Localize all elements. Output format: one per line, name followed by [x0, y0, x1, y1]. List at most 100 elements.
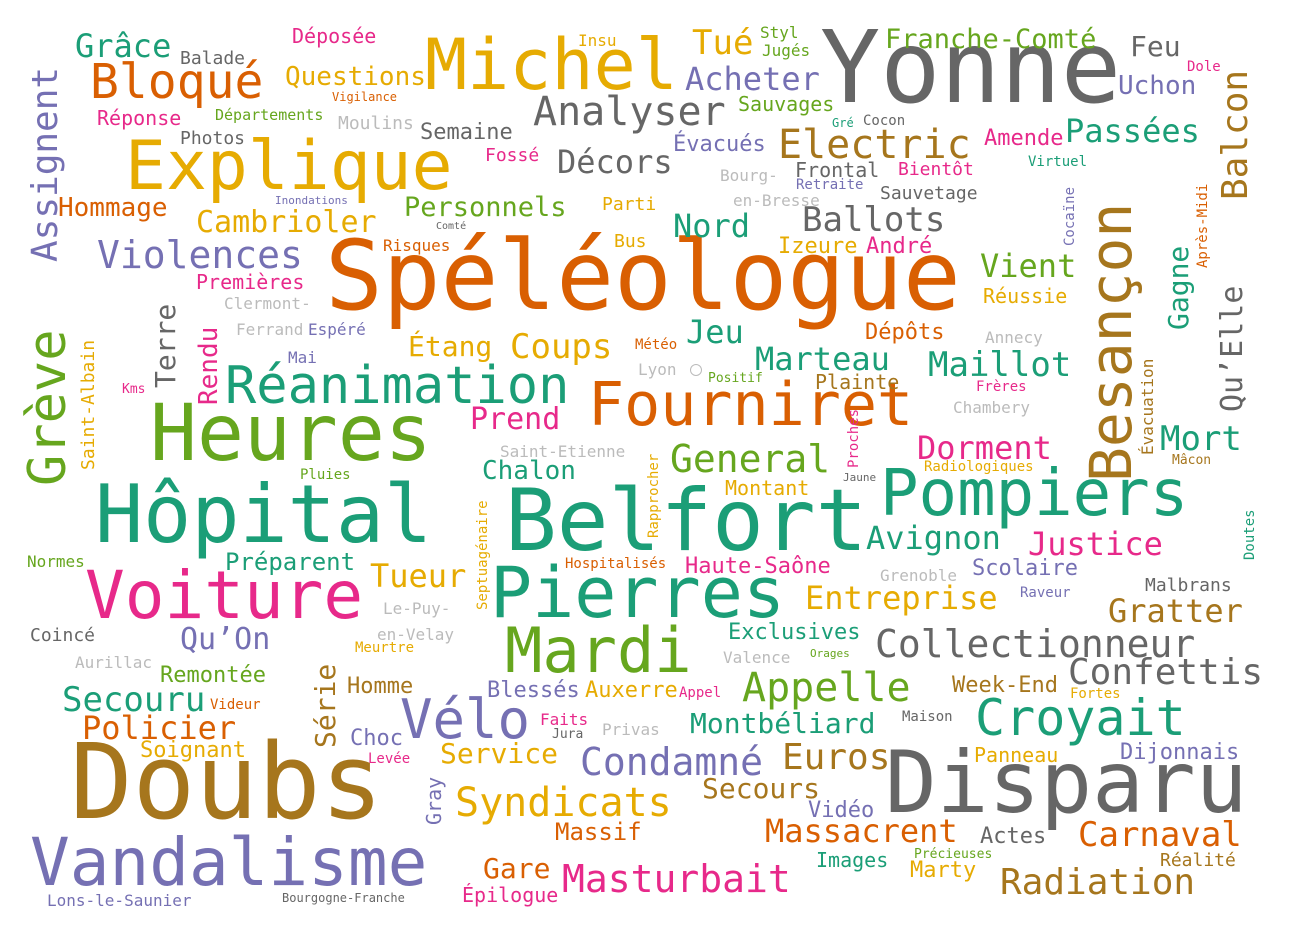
word: Nord: [673, 207, 751, 245]
word: Coups: [510, 327, 613, 367]
word: Valence: [723, 648, 791, 667]
word: Passées: [1065, 112, 1200, 150]
word: Massif: [555, 818, 642, 846]
word: Mâcon: [1172, 453, 1212, 468]
word: Sauvages: [738, 92, 835, 116]
circle-icon: [690, 364, 702, 376]
word: Gré: [832, 116, 854, 130]
word: Questions: [285, 62, 426, 92]
word: Syndicats: [455, 780, 672, 826]
word: Avignon: [866, 519, 1001, 557]
word: Vient: [980, 247, 1077, 285]
word: Saint-Albain: [78, 339, 99, 470]
word: Justice: [1028, 525, 1163, 563]
word: Décors: [557, 143, 673, 181]
word: Faits: [540, 710, 589, 729]
word: Analyser: [533, 89, 726, 135]
word: Chalon: [482, 456, 576, 486]
word: Remontée: [160, 663, 266, 688]
word: Ballots: [802, 200, 946, 240]
word: Pompiers: [880, 457, 1189, 531]
word: Gray: [422, 776, 446, 825]
word: Haute-Saône: [685, 554, 831, 579]
word: Dole: [1187, 59, 1221, 75]
word: Hospitalisés: [565, 556, 667, 572]
word: Rapprocher: [646, 453, 662, 538]
word: Exclusives: [728, 620, 861, 645]
word: Tueur: [370, 557, 467, 595]
word: Semaine: [420, 120, 513, 145]
word: Réponse: [97, 106, 182, 130]
word: Radiologiques: [924, 459, 1034, 475]
word: Cocaïne: [1062, 186, 1078, 246]
word: Série: [309, 663, 342, 748]
word: Jaune: [843, 471, 877, 484]
word: Videur: [210, 697, 261, 713]
word: Orages: [810, 647, 850, 660]
word: Frontal: [795, 158, 880, 182]
word: Gagne: [1162, 245, 1195, 330]
word: Secouru: [62, 680, 206, 720]
word: Week-End: [952, 673, 1058, 698]
word: Scolaire: [972, 556, 1078, 581]
word: Personnels: [404, 192, 567, 223]
word: Violences: [97, 233, 303, 277]
word: Fourniret: [588, 370, 914, 440]
word: Mardi: [505, 614, 692, 687]
word: Blessés: [487, 678, 580, 703]
word: Jura: [552, 727, 584, 742]
word: Bientôt: [898, 159, 974, 180]
word: Bourgogne-Franche: [282, 891, 405, 905]
word: Montant: [725, 476, 810, 500]
word: Inondations: [275, 194, 348, 207]
word: Montbéliard: [690, 707, 876, 740]
word: Précieuses: [914, 847, 993, 862]
word: Le-Puy-: [383, 599, 451, 618]
word: Belfort: [505, 471, 868, 571]
word: Prend: [470, 402, 561, 437]
word: Réussie: [983, 284, 1068, 308]
word: Doubs: [70, 721, 384, 843]
word: Bus: [614, 231, 647, 252]
word: Choc: [350, 726, 403, 751]
word: Meurtre: [355, 640, 415, 656]
word: Actes: [980, 824, 1047, 849]
word: Terre: [149, 303, 182, 388]
word: Appel: [679, 685, 722, 701]
word: Acheter: [685, 60, 820, 98]
word: Gare: [483, 852, 551, 885]
word: André: [866, 234, 933, 259]
word: Sauvetage: [880, 183, 978, 204]
word: Météo: [635, 337, 678, 353]
word: Maillot: [928, 345, 1072, 385]
word: en-Velay: [377, 625, 455, 644]
word: Mort: [1160, 419, 1242, 459]
word: Confettis: [1068, 652, 1264, 693]
word: Raveur: [1020, 585, 1071, 601]
word: Homme: [347, 674, 414, 699]
word: Michel: [425, 24, 678, 106]
word: Hommage: [58, 193, 168, 223]
word: Spéléologue: [325, 220, 961, 332]
word: Explique: [125, 127, 453, 206]
word: Croyait: [975, 689, 1186, 747]
word: Départements: [215, 106, 324, 124]
word: Réalité: [1160, 850, 1236, 871]
word: Cambrioler: [196, 205, 377, 240]
word: Collectionneur: [875, 622, 1196, 666]
word: Gratter: [1108, 592, 1243, 630]
word: Jugés: [762, 41, 811, 60]
word: en-Bresse: [733, 191, 820, 210]
word: Normes: [27, 552, 85, 571]
word: Pluies: [300, 467, 351, 483]
word: Lyon: [638, 360, 677, 379]
word: Secours: [702, 772, 821, 805]
word: Marty: [910, 858, 977, 883]
word: Euros: [782, 737, 891, 778]
word: Positif: [708, 371, 763, 386]
word: Hôpital: [95, 468, 433, 561]
word: Insu: [578, 31, 617, 50]
word: Chambery: [953, 398, 1031, 417]
word: Premières: [196, 270, 305, 294]
